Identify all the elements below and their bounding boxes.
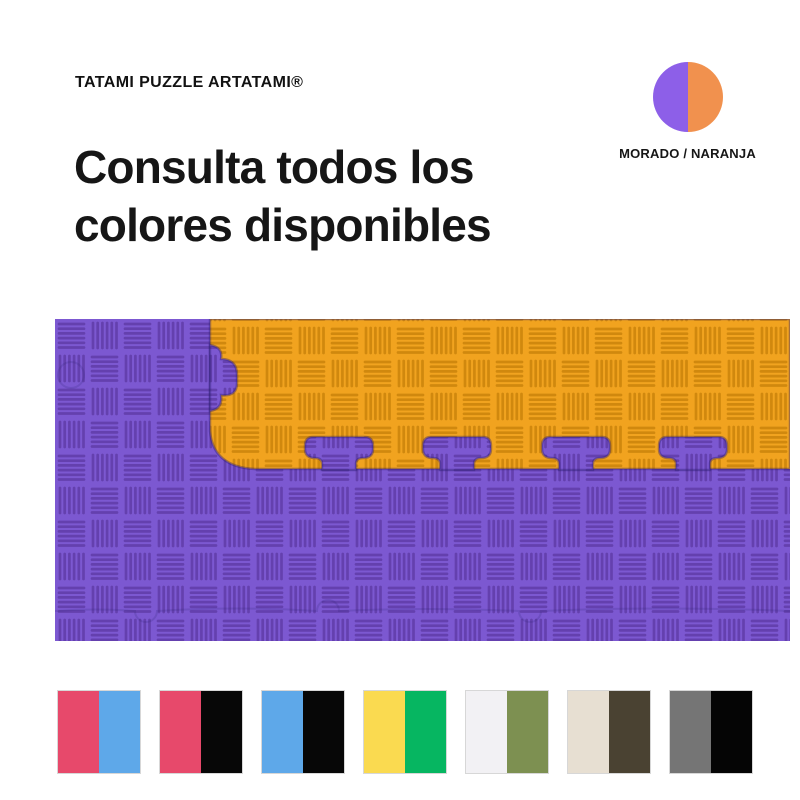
- swatch-right-half: [711, 691, 752, 773]
- swatch-right-half: [99, 691, 140, 773]
- color-combo-circle: [652, 62, 723, 132]
- puzzle-tab: [540, 435, 612, 472]
- main-heading: Consulta todos los colores disponibles: [74, 138, 492, 254]
- swatch-right-half: [405, 691, 446, 773]
- color-swatch-blanco-oliva: [465, 690, 549, 774]
- puzzle-tab: [657, 435, 729, 472]
- swatch-left-half: [670, 691, 711, 773]
- puzzle-tab: [421, 435, 493, 472]
- puzzle-tab: [303, 435, 375, 472]
- circle-right-half-naranja: [687, 62, 723, 132]
- color-combo-indicator: MORADO / NARANJA: [600, 62, 775, 161]
- product-photo: [55, 319, 790, 641]
- swatch-right-half: [609, 691, 650, 773]
- swatch-left-half: [466, 691, 507, 773]
- swatch-right-half: [303, 691, 344, 773]
- swatch-left-half: [262, 691, 303, 773]
- color-swatch-crema-marron: [567, 690, 651, 774]
- swatch-row: [57, 690, 753, 774]
- mat-seam-lines: [55, 361, 790, 623]
- swatch-left-half: [568, 691, 609, 773]
- color-swatch-amarillo-verde: [363, 690, 447, 774]
- orange-mat: [208, 319, 790, 471]
- swatch-left-half: [364, 691, 405, 773]
- swatch-left-half: [160, 691, 201, 773]
- color-combo-label: MORADO / NARANJA: [619, 146, 756, 161]
- swatch-left-half: [58, 691, 99, 773]
- swatch-right-half: [507, 691, 548, 773]
- puzzle-tabs: [303, 435, 729, 472]
- heading-line-1: Consulta todos los: [74, 141, 474, 193]
- heading-line-2: colores disponibles: [74, 199, 492, 251]
- color-swatch-gris-negro: [669, 690, 753, 774]
- brand-title: TATAMI PUZZLE ARTATAMI®: [75, 74, 304, 91]
- swatch-right-half: [201, 691, 242, 773]
- color-swatch-azul-negro: [261, 690, 345, 774]
- color-swatch-rosa-negro: [159, 690, 243, 774]
- circle-left-half-morado: [652, 62, 688, 132]
- color-swatch-rosa-azul: [57, 690, 141, 774]
- tatami-mats-illustration: [55, 319, 790, 641]
- puzzle-knob: [208, 343, 239, 413]
